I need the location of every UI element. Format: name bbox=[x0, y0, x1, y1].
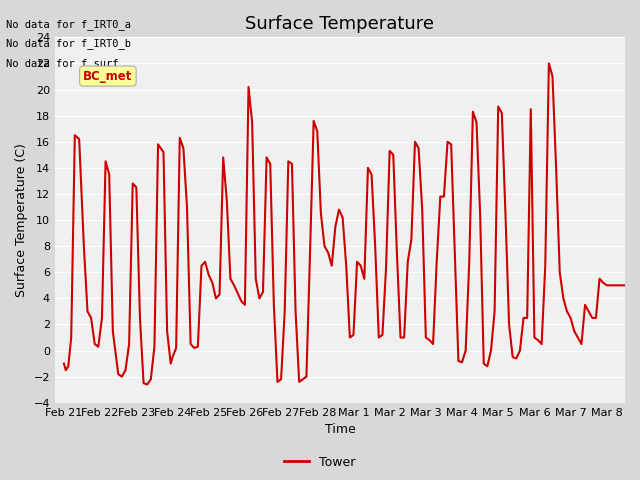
Y-axis label: Surface Temperature (C): Surface Temperature (C) bbox=[15, 143, 28, 297]
Text: No data for f_surf: No data for f_surf bbox=[6, 58, 119, 69]
Legend: Tower: Tower bbox=[279, 451, 361, 474]
Title: Surface Temperature: Surface Temperature bbox=[245, 15, 435, 33]
Text: No data for f_IRT0_b: No data for f_IRT0_b bbox=[6, 38, 131, 49]
Text: No data for f_IRT0_a: No data for f_IRT0_a bbox=[6, 19, 131, 30]
X-axis label: Time: Time bbox=[324, 423, 355, 436]
Text: BC_met: BC_met bbox=[83, 70, 132, 83]
